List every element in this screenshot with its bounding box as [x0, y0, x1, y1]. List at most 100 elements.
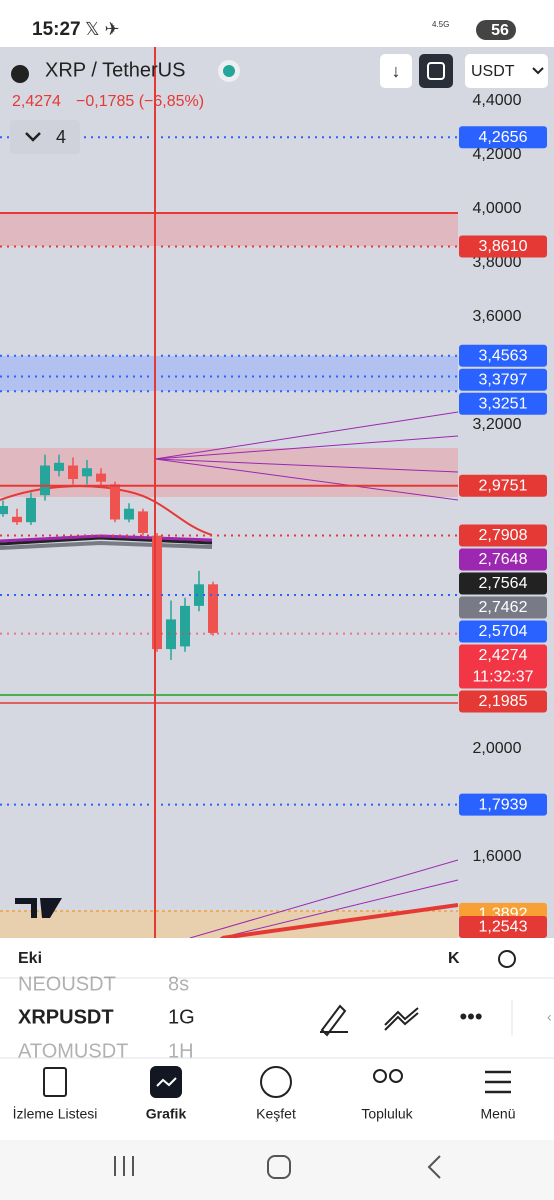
plot-area	[0, 136, 458, 938]
status-battery: 56	[491, 22, 509, 39]
logo	[15, 898, 62, 918]
indicator-toggle[interactable]	[10, 120, 80, 154]
candle-body	[68, 465, 78, 479]
nav-label[interactable]: Grafik	[146, 1106, 187, 1122]
y-tick-label: 4,2000	[473, 146, 522, 163]
indicator-count: 4	[56, 127, 66, 147]
price-tag	[459, 474, 547, 497]
candle-body	[0, 506, 8, 515]
home-button[interactable]	[267, 1155, 291, 1179]
moving-average	[0, 536, 213, 546]
price-tag	[459, 344, 547, 367]
status-icons: 𝕏 ✈	[85, 19, 120, 39]
y-tick-label: 3,2000	[473, 416, 522, 433]
candle-body	[194, 584, 204, 606]
moving-average	[0, 540, 213, 550]
price-tag	[459, 596, 547, 619]
symbol-interval: 1H	[168, 1040, 194, 1062]
y-tick-label: 4,0000	[473, 200, 522, 217]
nav-label[interactable]: Topluluk	[361, 1106, 413, 1122]
price-tag	[459, 548, 547, 571]
candle-body	[166, 619, 176, 650]
symbol-name: ATOMUSDT	[18, 1040, 128, 1062]
back-button[interactable]	[427, 1155, 441, 1179]
price-tag	[459, 392, 547, 415]
candle-body	[12, 516, 22, 523]
candle-body	[124, 508, 134, 520]
candle-body	[180, 605, 190, 647]
chevron	[25, 132, 41, 142]
price-tag	[459, 235, 547, 258]
nav-label[interactable]: Menü	[480, 1106, 515, 1122]
lines-icon[interactable]	[384, 1007, 419, 1031]
price-tag-label: 4,2656	[479, 129, 528, 146]
nav-label[interactable]: İzleme Listesi	[13, 1105, 98, 1122]
price-tag-label: 2,5704	[479, 623, 528, 640]
battery	[476, 20, 516, 40]
close-icon[interactable]	[11, 65, 29, 83]
trend-line	[221, 903, 458, 938]
more-icon[interactable]: •••	[459, 1004, 482, 1029]
candle-body	[82, 468, 92, 477]
fullscreen-button[interactable]	[419, 54, 453, 88]
y-tick-label: 2,0000	[473, 740, 522, 757]
price-tag-label: 2,7564	[479, 575, 528, 592]
candle-body	[152, 535, 162, 650]
price-tag-label: 2,9751	[479, 477, 528, 494]
panel-left: Eki	[18, 950, 42, 967]
moving-average	[0, 485, 213, 536]
price-tag-label: 2,4274	[479, 647, 528, 664]
recents-button[interactable]	[114, 1156, 134, 1176]
settings-icon[interactable]	[498, 950, 516, 968]
symbol-name: NEOUSDT	[18, 973, 116, 995]
status-network: 4.5G	[432, 20, 449, 29]
scroll-hint: ‹	[547, 1009, 552, 1025]
menu-icon	[485, 1070, 511, 1094]
price-tag	[459, 572, 547, 595]
header-price: 2,4274	[12, 93, 61, 110]
price-tag-label: 1,2543	[479, 919, 528, 936]
price-tag	[459, 644, 547, 689]
status-dot	[223, 65, 235, 77]
price-tag	[459, 793, 547, 816]
header-change: −0,1785 (−6,85%)	[76, 93, 204, 110]
price-tag-label: 3,4563	[479, 348, 528, 365]
zone	[0, 213, 458, 246]
watchlist-icon	[43, 1067, 67, 1097]
price-tag-label: 2,7908	[479, 527, 528, 544]
symbol-title: XRP / TetherUS	[45, 59, 185, 81]
price-tag	[459, 368, 547, 391]
zone	[0, 356, 458, 391]
fullscreen-icon	[427, 62, 445, 80]
system-nav	[0, 1140, 554, 1200]
candle-body	[208, 584, 218, 633]
symbol-name: XRPUSDT	[18, 1006, 114, 1028]
price-countdown: 11:32:37	[472, 669, 533, 686]
candle-body	[54, 462, 64, 471]
chart-icon	[156, 1077, 177, 1087]
price-tag-label: 2,7648	[479, 551, 528, 568]
download-button[interactable]	[380, 54, 412, 88]
price-tag	[459, 524, 547, 547]
candle-body	[138, 511, 148, 533]
explore-icon	[260, 1066, 292, 1098]
y-tick-label: 3,6000	[473, 308, 522, 325]
price-tag-label: 1,7939	[479, 796, 528, 813]
currency-select[interactable]	[465, 54, 548, 88]
candle-body	[26, 497, 36, 523]
y-tick-label: 3,8000	[473, 254, 522, 271]
price-tag	[459, 916, 547, 938]
symbol-interval: 1G	[168, 1006, 195, 1028]
nav-label[interactable]: Keşfet	[256, 1106, 296, 1122]
chevron	[532, 67, 544, 75]
price-tag-label: 3,3251	[479, 396, 528, 413]
community-icon	[389, 1069, 403, 1083]
candle-body	[110, 484, 120, 520]
price-tag-label: 2,1985	[479, 693, 528, 710]
price-tag	[459, 620, 547, 643]
fan-lines	[154, 411, 458, 938]
draw-icon[interactable]	[320, 1004, 348, 1037]
community-icon	[373, 1069, 387, 1083]
symbol-interval: 8s	[168, 973, 189, 995]
